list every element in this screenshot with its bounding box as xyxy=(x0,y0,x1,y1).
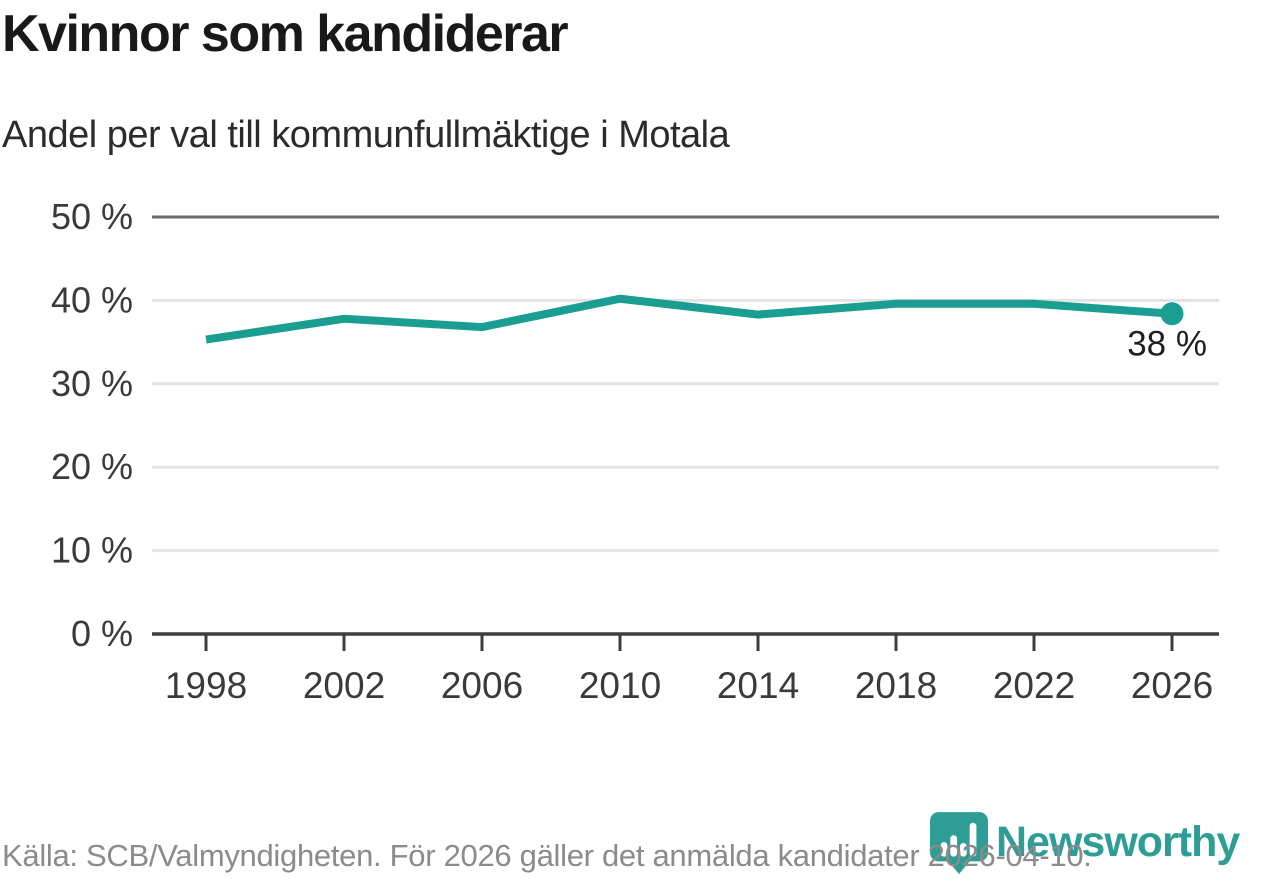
logo-bar-2 xyxy=(950,835,958,857)
end-point-marker xyxy=(1160,302,1184,326)
x-tick-label: 2006 xyxy=(441,665,523,706)
x-tick-label: 2010 xyxy=(579,665,661,706)
logo-bar-3 xyxy=(959,843,967,857)
chart-subtitle: Andel per val till kommunfullmäktige i M… xyxy=(2,114,730,156)
x-axis-labels: 1998 2002 2006 2010 2014 2018 2022 2026 xyxy=(165,665,1213,706)
newsworthy-wordmark: Newsworthy xyxy=(996,818,1240,866)
y-tick-label: 50 % xyxy=(51,196,133,237)
gridlines xyxy=(152,215,1219,636)
trend-line xyxy=(205,294,1173,344)
y-tick-label: 0 % xyxy=(71,613,133,654)
x-tick-label: 2018 xyxy=(855,665,937,706)
end-value-label: 38 % xyxy=(1127,325,1207,364)
source-note: Källa: SCB/Valmyndigheten. För 2026 gäll… xyxy=(2,838,1092,873)
y-tick-label: 20 % xyxy=(51,446,133,487)
x-tick-label: 1998 xyxy=(165,665,247,706)
chart-title: Kvinnor som kandiderar xyxy=(2,5,569,63)
x-tick-label: 2026 xyxy=(1131,665,1213,706)
x-axis xyxy=(204,634,1174,651)
newsworthy-pin-icon xyxy=(930,812,988,874)
y-axis-labels: 0 % 10 % 20 % 30 % 40 % 50 % xyxy=(51,196,133,654)
y-tick-label: 40 % xyxy=(51,279,133,320)
y-tick-label: 30 % xyxy=(51,363,133,404)
x-tick-label: 2002 xyxy=(303,665,385,706)
x-tick-label: 2022 xyxy=(993,665,1075,706)
logo-bar-1 xyxy=(940,842,948,857)
x-tick-label: 2014 xyxy=(717,665,799,706)
data-series: 38 % xyxy=(205,294,1207,364)
newsworthy-logo: Newsworthy xyxy=(930,812,1240,876)
logo-bar-4 xyxy=(969,822,977,857)
y-tick-label: 10 % xyxy=(51,530,133,571)
